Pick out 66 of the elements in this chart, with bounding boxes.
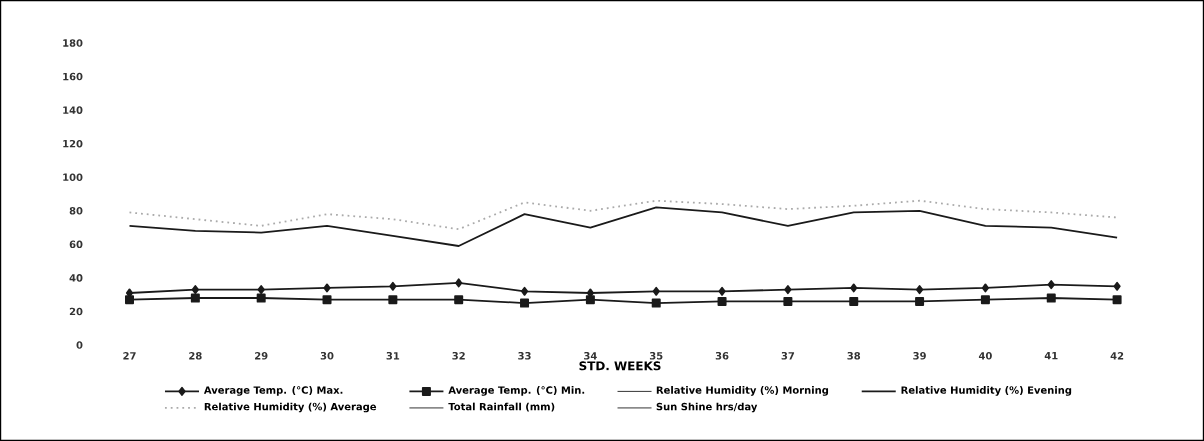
x-tick-label: 35	[649, 352, 663, 360]
point	[1113, 281, 1121, 291]
x-tick-label: 27	[123, 352, 136, 360]
point	[322, 295, 332, 305]
point	[652, 286, 660, 296]
point	[585, 295, 595, 305]
point	[783, 296, 793, 306]
point	[1047, 280, 1055, 290]
legend-label: Average Temp. (°C) Min.	[448, 386, 585, 396]
x-tick-label: 40	[978, 352, 992, 360]
legend-label: Relative Humidity (%) Morning	[656, 386, 829, 396]
line-series	[128, 199, 1118, 231]
y-tick-label: 20	[69, 307, 83, 316]
y-tick-label: 160	[63, 72, 83, 81]
x-tick-label: 30	[320, 352, 334, 360]
y-tick-label: 180	[63, 39, 83, 47]
legend-label: Total Rainfall (mm)	[448, 402, 555, 412]
x-axis-title: STD. WEEKS	[579, 361, 661, 371]
point	[915, 296, 925, 306]
legend-label: Relative Humidity (%) Average	[204, 402, 377, 413]
y-tick-label: 100	[63, 173, 83, 181]
x-tick-label: 31	[386, 352, 400, 360]
x-tick-label: 42	[1110, 352, 1124, 360]
x-tick-label: 39	[913, 352, 926, 360]
point	[190, 293, 200, 303]
point	[849, 296, 859, 306]
point	[455, 278, 463, 288]
point	[1046, 293, 1056, 303]
legend-label: Average Temp. (°C) Max.	[203, 386, 343, 396]
legend-label: Sun Shine hrs/day	[656, 402, 758, 413]
point	[191, 285, 199, 295]
point	[454, 295, 464, 305]
y-tick-label: 80	[69, 207, 83, 215]
y-tick-label: 120	[63, 139, 83, 148]
y-tick-label: 60	[69, 240, 83, 249]
x-tick-label: 29	[255, 352, 268, 360]
x-tick-label: 36	[715, 352, 729, 360]
point	[850, 283, 858, 293]
point	[256, 293, 266, 303]
point	[651, 298, 661, 308]
point	[323, 283, 331, 293]
x-tick-label: 37	[781, 352, 795, 360]
y-tick-label: 0	[76, 341, 83, 349]
x-tick-label: 28	[189, 352, 202, 360]
point	[980, 295, 990, 305]
point	[125, 295, 134, 305]
point	[520, 286, 529, 296]
point	[915, 285, 924, 295]
point	[717, 296, 727, 306]
y-tick-label: 140	[63, 106, 83, 114]
point	[1112, 295, 1122, 305]
point	[257, 285, 265, 295]
legend-label: Relative Humidity (%) Evening	[901, 386, 1072, 396]
point	[388, 295, 398, 305]
point	[784, 285, 792, 295]
point	[718, 286, 726, 296]
y-tick-label: 40	[69, 274, 83, 282]
x-tick-label: 33	[518, 352, 531, 360]
point	[520, 298, 530, 308]
x-tick-label: 34	[584, 352, 597, 360]
x-tick-label: 32	[452, 352, 465, 360]
point	[389, 281, 397, 291]
point	[981, 283, 990, 293]
x-tick-label: 38	[847, 352, 861, 360]
line-series	[128, 206, 1118, 247]
x-tick-label: 41	[1044, 352, 1058, 360]
